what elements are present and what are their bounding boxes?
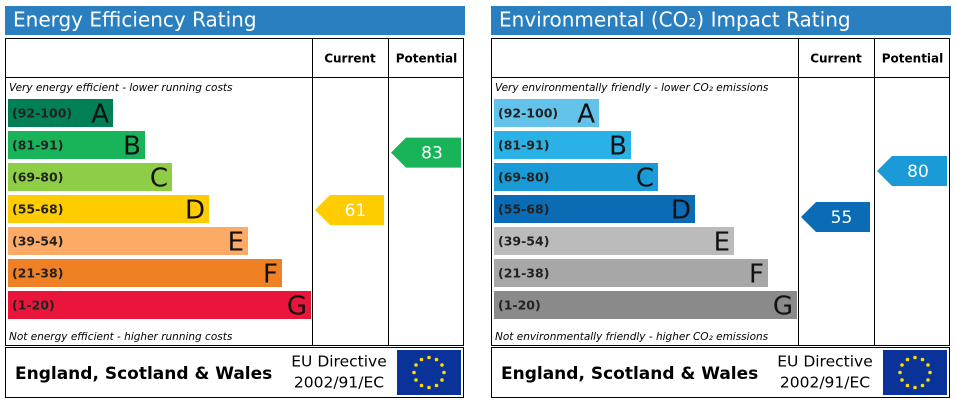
eu-star	[913, 355, 917, 360]
band-range: (55-68)	[498, 202, 549, 217]
top-note: Very environmentally friendly - lower CO…	[495, 82, 769, 94]
eu-star	[920, 383, 925, 388]
eu-star	[905, 357, 910, 362]
footer-frame	[491, 347, 950, 398]
band-letter: C	[150, 164, 168, 194]
eu-star	[419, 357, 424, 362]
band-range: (1-20)	[498, 298, 541, 313]
band-range: (39-54)	[12, 234, 63, 249]
rating-value: 61	[345, 201, 367, 221]
band-bar	[8, 99, 113, 127]
eu-star	[412, 370, 416, 375]
band-range: (55-68)	[12, 202, 63, 217]
eu-star	[913, 385, 917, 390]
panel-title: Environmental (CO₂) Impact Rating	[499, 8, 851, 32]
eu-star	[434, 383, 439, 388]
eu-star	[414, 378, 418, 382]
column-header: Potential	[882, 52, 944, 66]
eu-star	[926, 363, 930, 367]
bottom-note: Not energy efficient - higher running co…	[9, 331, 233, 343]
eu-star	[900, 378, 904, 382]
title-bar	[5, 6, 465, 35]
band-bar	[494, 259, 768, 287]
band-range: (81-91)	[12, 138, 63, 153]
bottom-note: Not environmentally friendly - higher CO…	[495, 331, 769, 343]
table-frame	[491, 38, 950, 346]
band-bar	[8, 291, 311, 319]
eu-star	[920, 357, 925, 362]
column-header: Potential	[396, 52, 458, 66]
eu-star	[440, 378, 444, 382]
band-letter: F	[749, 260, 764, 290]
rating-arrow	[315, 195, 384, 225]
band-bar	[8, 259, 282, 287]
band-range: (69-80)	[498, 170, 549, 185]
band-letter: D	[671, 196, 691, 226]
band-letter: A	[577, 100, 595, 130]
footer-region: England, Scotland & Wales	[15, 364, 272, 384]
footer-frame	[5, 347, 464, 398]
band-letter: E	[714, 228, 730, 258]
eu-star	[442, 370, 446, 375]
footer-directive: 2002/91/EC	[780, 374, 870, 392]
table-frame	[5, 38, 464, 346]
column-header: Current	[324, 52, 376, 66]
eu-star	[434, 357, 439, 362]
band-bar	[494, 99, 599, 127]
band-bar	[8, 163, 172, 191]
footer-region: England, Scotland & Wales	[501, 364, 758, 384]
band-range: (39-54)	[498, 234, 549, 249]
rating-arrow	[391, 137, 461, 168]
band-range: (21-38)	[498, 266, 549, 281]
band-letter: G	[773, 292, 793, 322]
band-range: (21-38)	[12, 266, 63, 281]
eu-star	[905, 383, 910, 388]
rating-value: 83	[421, 144, 443, 164]
footer-directive: 2002/91/EC	[294, 374, 384, 392]
column-header: Current	[810, 52, 862, 66]
top-note: Very energy efficient - lower running co…	[9, 82, 233, 94]
band-letter: F	[263, 260, 278, 290]
band-range: (92-100)	[498, 106, 558, 121]
eu-star	[898, 370, 902, 375]
band-range: (69-80)	[12, 170, 63, 185]
band-letter: B	[123, 132, 141, 162]
band-range: (81-91)	[498, 138, 549, 153]
band-bar	[494, 163, 658, 191]
rating-arrow	[801, 202, 870, 232]
band-bar	[494, 227, 734, 255]
eu-star	[419, 383, 424, 388]
band-letter: A	[91, 100, 109, 130]
eu-star	[928, 370, 932, 375]
title-bar	[491, 6, 951, 35]
band-letter: C	[636, 164, 654, 194]
eu-star	[427, 385, 431, 390]
band-bar	[494, 131, 631, 159]
band-range: (92-100)	[12, 106, 72, 121]
band-letter: D	[185, 196, 205, 226]
band-letter: G	[287, 292, 307, 322]
panel-title: Energy Efficiency Rating	[13, 8, 257, 32]
band-bar	[8, 195, 209, 223]
eu-star	[414, 363, 418, 367]
eu-star	[440, 363, 444, 367]
eu-star	[926, 378, 930, 382]
band-letter: E	[228, 228, 244, 258]
band-range: (1-20)	[12, 298, 55, 313]
band-letter: B	[609, 132, 627, 162]
footer-directive: EU Directive	[777, 353, 873, 371]
rating-arrow	[877, 156, 947, 186]
band-bar	[494, 291, 797, 319]
band-bar	[8, 131, 145, 159]
eu-star	[427, 355, 431, 360]
footer-directive: EU Directive	[291, 353, 387, 371]
eu-star	[900, 363, 904, 367]
rating-value: 80	[907, 162, 929, 182]
band-bar	[494, 195, 695, 223]
rating-value: 55	[831, 208, 853, 228]
band-bar	[8, 227, 248, 255]
